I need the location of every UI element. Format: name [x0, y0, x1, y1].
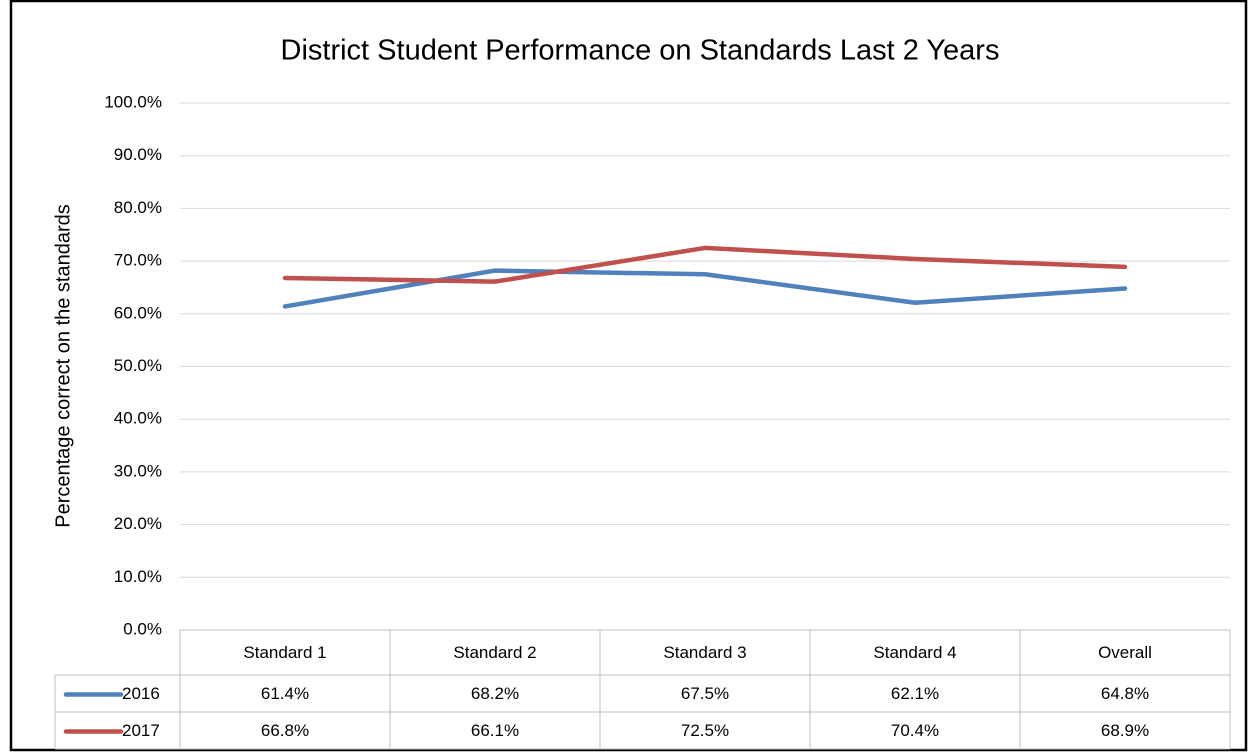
- chart-title: District Student Performance on Standard…: [281, 35, 1000, 67]
- data-table-value: 66.1%: [471, 721, 519, 740]
- x-tick-label: Standard 1: [243, 643, 326, 662]
- y-tick-label: 100.0%: [104, 92, 162, 111]
- legend-label: 2017: [122, 721, 160, 740]
- data-table-value: 66.8%: [261, 721, 309, 740]
- y-tick-label: 10.0%: [114, 567, 162, 586]
- x-tick-label: Standard 3: [663, 643, 746, 662]
- data-table-value: 67.5%: [681, 684, 729, 703]
- y-tick-label: 70.0%: [114, 251, 162, 270]
- data-table-value: 61.4%: [261, 684, 309, 703]
- y-tick-label: 20.0%: [114, 514, 162, 533]
- y-tick-label: 30.0%: [114, 461, 162, 480]
- legend-label: 2016: [122, 684, 160, 703]
- y-tick-label: 0.0%: [123, 619, 162, 638]
- x-tick-label: Standard 4: [873, 643, 956, 662]
- y-tick-label: 60.0%: [114, 303, 162, 322]
- x-tick-label: Overall: [1098, 643, 1152, 662]
- data-table-value: 68.2%: [471, 684, 519, 703]
- y-axis-label: Percentage correct on the standards: [52, 204, 74, 528]
- y-tick-label: 40.0%: [114, 409, 162, 428]
- y-tick-label: 80.0%: [114, 198, 162, 217]
- data-table-value: 64.8%: [1101, 684, 1149, 703]
- x-tick-label: Standard 2: [453, 643, 536, 662]
- data-table-value: 68.9%: [1101, 721, 1149, 740]
- series-line: [282, 245, 1128, 284]
- data-table-value: 62.1%: [891, 684, 939, 703]
- data-table-value: 70.4%: [891, 721, 939, 740]
- data-table-value: 72.5%: [681, 721, 729, 740]
- y-tick-label: 90.0%: [114, 145, 162, 164]
- y-tick-label: 50.0%: [114, 356, 162, 375]
- chart-border: [9, 0, 1248, 752]
